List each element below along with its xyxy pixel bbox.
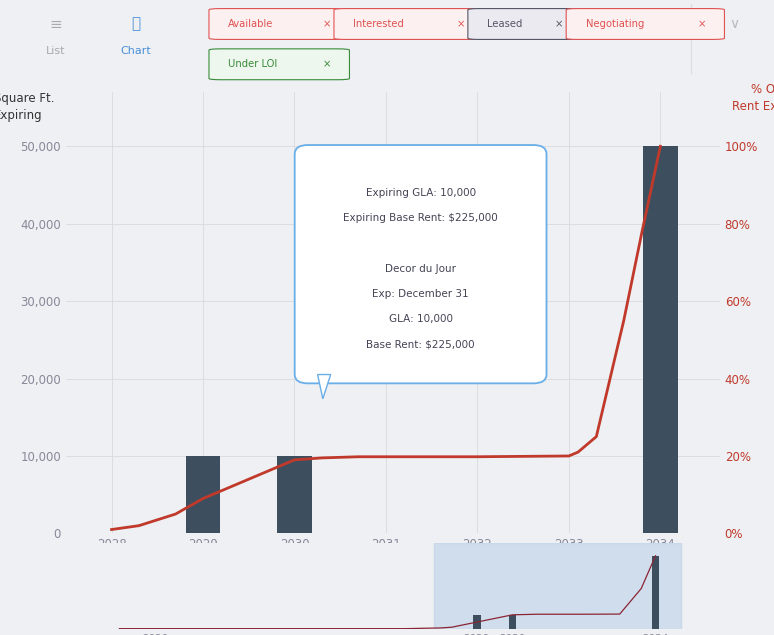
Bar [652,556,659,629]
Text: ∨: ∨ [729,17,740,31]
Text: Chart: Chart [120,46,151,57]
Text: Decor du Jour: Decor du Jour [385,264,456,274]
Text: Negotiating: Negotiating [585,19,644,29]
Bar [434,543,680,629]
Text: Leased: Leased [488,19,522,29]
Text: ≡: ≡ [50,17,62,32]
Text: Interested: Interested [353,19,404,29]
Text: List: List [46,46,66,57]
Text: Expiring Base Rent: $225,000: Expiring Base Rent: $225,000 [343,213,498,223]
Text: ×: × [700,17,712,31]
Text: ×: × [323,59,331,69]
Text: ×: × [457,19,465,29]
FancyBboxPatch shape [209,8,349,39]
FancyBboxPatch shape [334,8,483,39]
Text: Square Ft.
Expiring: Square Ft. Expiring [0,92,54,122]
FancyBboxPatch shape [566,8,724,39]
Text: Base Rent: $225,000: Base Rent: $225,000 [366,339,475,349]
Text: GLA: 10,000: GLA: 10,000 [389,314,453,324]
Bar [643,146,678,533]
Text: Expiring GLA: 10,000: Expiring GLA: 10,000 [365,188,476,198]
Text: Available: Available [228,19,274,29]
Text: ×: × [323,19,331,29]
Text: ×: × [698,19,706,29]
Bar [186,456,221,533]
FancyBboxPatch shape [467,8,582,39]
Text: ⤴: ⤴ [131,17,140,32]
Text: ×: × [555,19,563,29]
Text: % Of Base
Rent Expiring: % Of Base Rent Expiring [732,83,774,113]
Bar [277,456,312,533]
FancyBboxPatch shape [209,49,349,80]
FancyBboxPatch shape [295,145,546,384]
Bar [509,615,516,629]
Bar [473,615,481,629]
Polygon shape [317,375,330,399]
Text: Exp: December 31: Exp: December 31 [372,289,469,299]
Text: Under LOI: Under LOI [228,59,278,69]
